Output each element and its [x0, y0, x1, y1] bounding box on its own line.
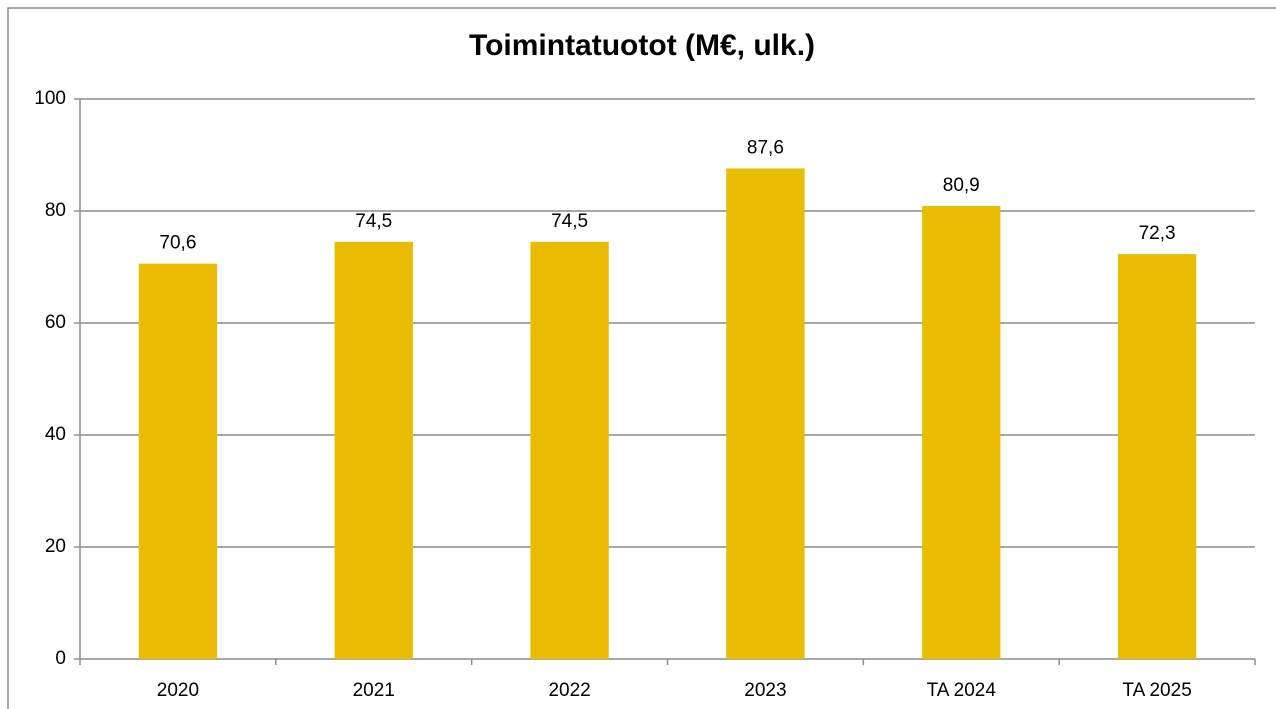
y-tick-label: 40	[45, 424, 66, 445]
value-label: 80,9	[943, 175, 980, 196]
x-tick-label: TA 2024	[927, 680, 997, 701]
y-tick-label: 20	[45, 536, 66, 557]
y-tick-label: 100	[34, 88, 66, 109]
value-label: 72,3	[1139, 223, 1176, 244]
chart-title: Toimintatuotot (M€, ulk.)	[469, 29, 815, 62]
y-tick-label: 0	[55, 648, 66, 669]
value-label: 70,6	[159, 233, 196, 254]
value-label: 74,5	[551, 211, 588, 232]
x-tick-label: TA 2025	[1122, 680, 1191, 701]
bar	[334, 241, 413, 660]
bar	[1117, 254, 1197, 659]
bar	[530, 241, 609, 660]
y-tick-label: 60	[45, 312, 66, 333]
bar	[726, 168, 805, 659]
x-tick-label: 2020	[157, 680, 199, 701]
value-label: 74,5	[355, 211, 392, 232]
x-tick-label: 2022	[548, 680, 590, 701]
x-tick-label: 2021	[353, 680, 395, 701]
x-tick-label: 2023	[744, 680, 786, 701]
bar	[922, 205, 1001, 659]
chart-frame	[7, 7, 1276, 709]
y-tick-label: 80	[45, 200, 66, 221]
value-label: 87,6	[747, 137, 784, 158]
bar	[138, 263, 218, 659]
